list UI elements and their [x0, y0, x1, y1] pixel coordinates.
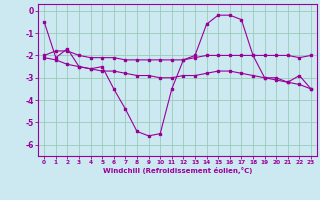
X-axis label: Windchill (Refroidissement éolien,°C): Windchill (Refroidissement éolien,°C) [103, 167, 252, 174]
